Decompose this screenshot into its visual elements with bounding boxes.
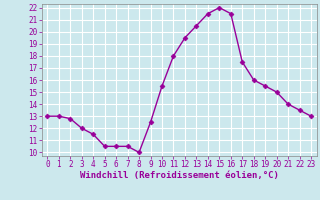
X-axis label: Windchill (Refroidissement éolien,°C): Windchill (Refroidissement éolien,°C) — [80, 171, 279, 180]
